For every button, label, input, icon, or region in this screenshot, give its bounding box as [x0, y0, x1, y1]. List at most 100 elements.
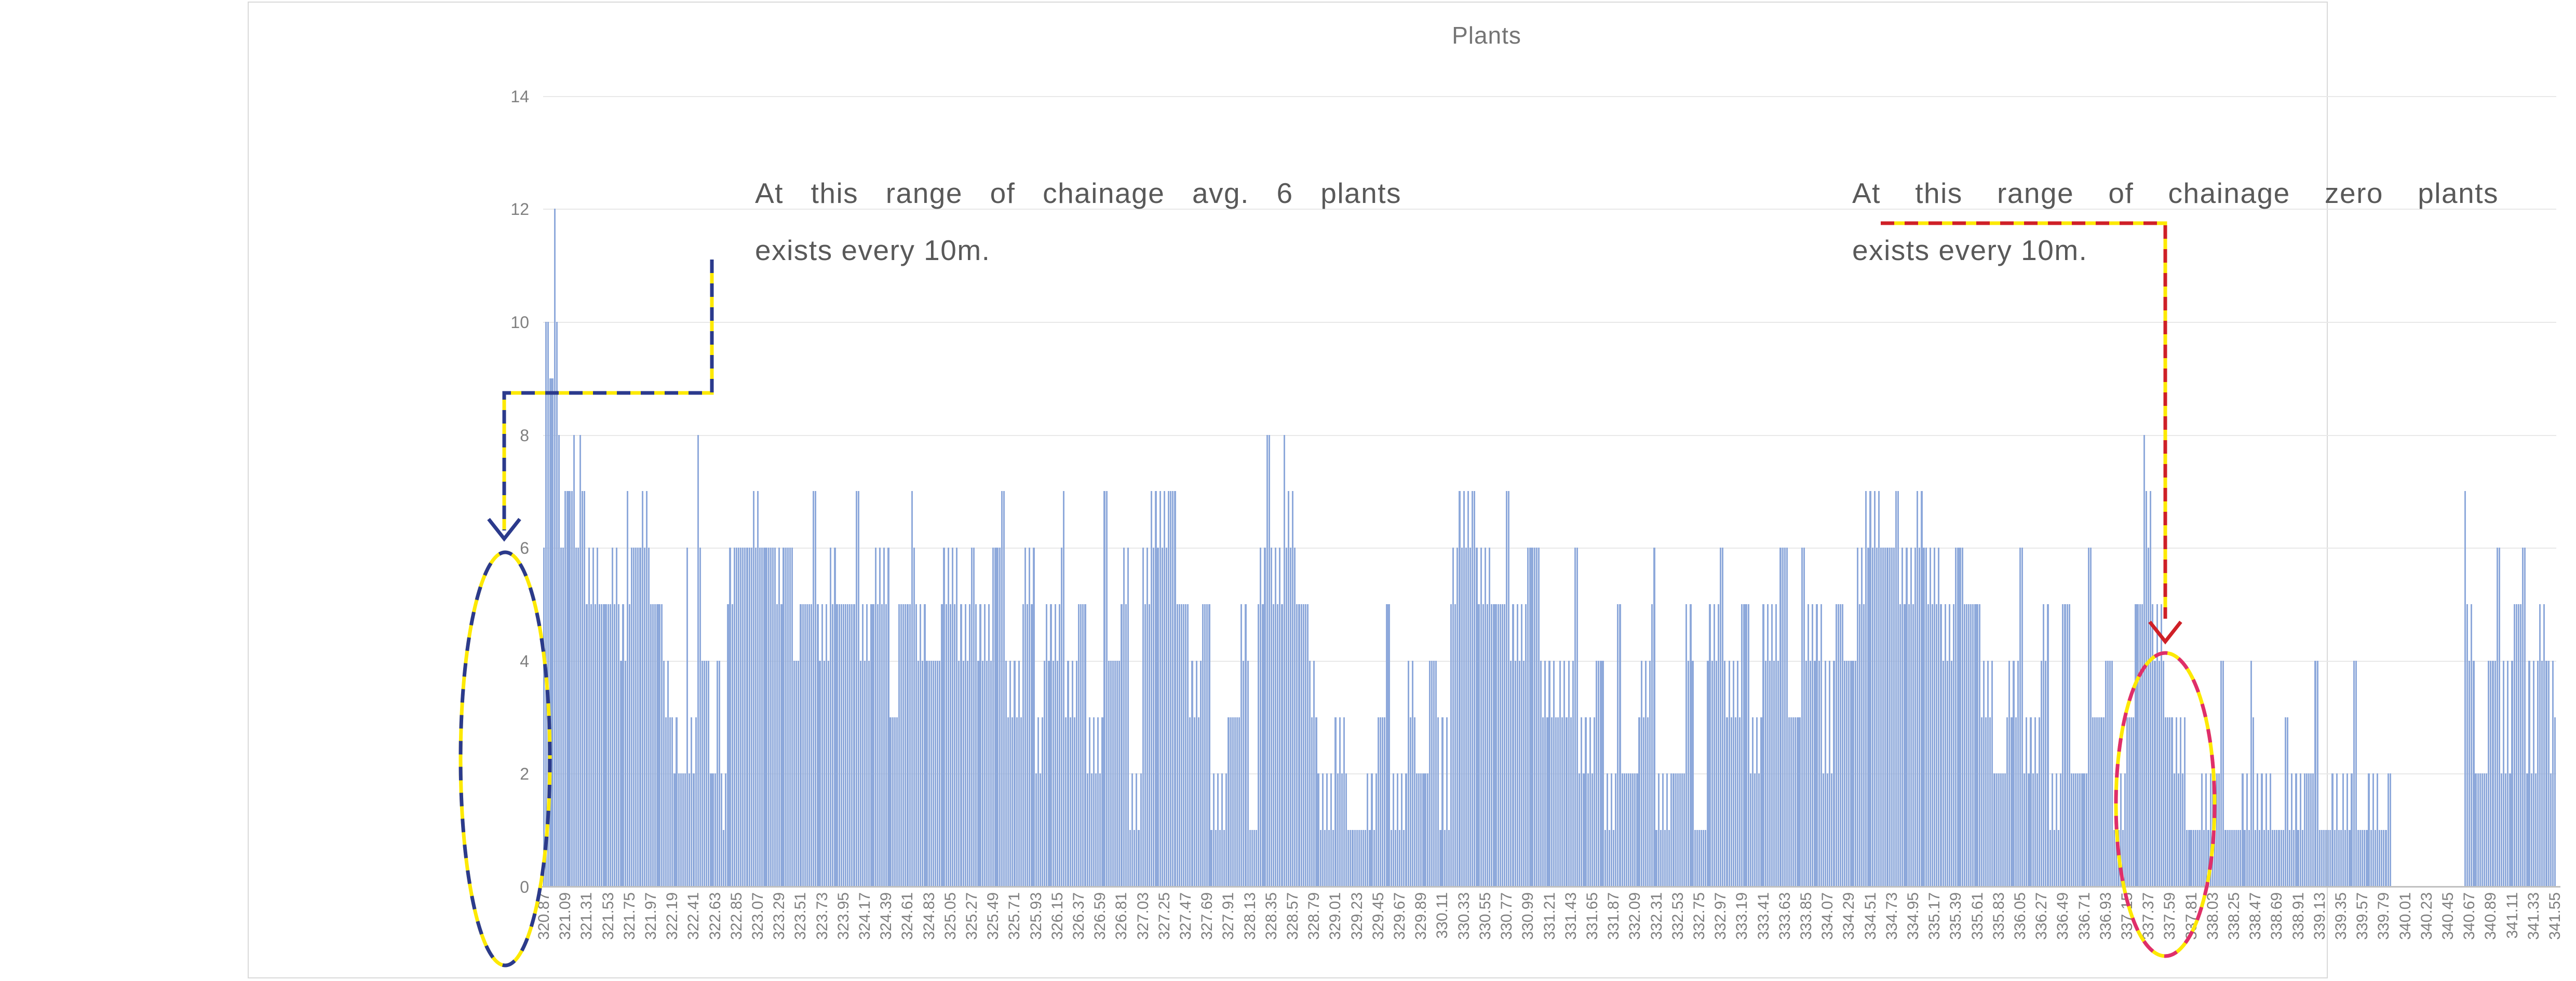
x-tick-label: 325.49 — [984, 892, 1002, 940]
bar — [1161, 548, 1163, 887]
bar — [776, 604, 778, 887]
bar — [737, 548, 740, 887]
bar — [1816, 604, 1818, 887]
bar — [1300, 604, 1302, 887]
bar — [635, 548, 637, 887]
bar — [1212, 773, 1215, 887]
bar — [2295, 773, 2297, 887]
bar — [2047, 604, 2049, 887]
bar — [2259, 830, 2261, 887]
bar — [2494, 660, 2496, 887]
bar — [1863, 604, 1865, 887]
bar — [1131, 773, 1134, 887]
bar — [947, 548, 949, 887]
bar — [545, 322, 547, 887]
bar — [2171, 717, 2173, 887]
bar — [1247, 660, 1249, 887]
bar — [1972, 604, 1974, 887]
x-tick-label: 336.05 — [2011, 892, 2029, 940]
bar — [1514, 660, 1516, 887]
bar — [620, 660, 622, 887]
bar — [2229, 830, 2231, 887]
bar — [706, 660, 708, 887]
bar — [2216, 773, 2218, 887]
bar — [1617, 604, 1619, 887]
bar — [695, 717, 697, 887]
bar — [1262, 604, 1264, 887]
bar — [1627, 773, 1630, 887]
bar — [1379, 717, 1382, 887]
bar — [1450, 604, 1452, 887]
bar — [2045, 660, 2047, 887]
bar — [823, 660, 825, 887]
bar — [1493, 604, 1495, 887]
bar — [1824, 660, 1827, 887]
bar — [1459, 491, 1461, 887]
x-tick-label: 326.15 — [1048, 892, 1066, 940]
bar — [2545, 660, 2547, 887]
bar — [836, 604, 838, 887]
bar — [582, 491, 584, 887]
bar — [1602, 660, 1604, 887]
bar — [941, 604, 943, 887]
bar — [1698, 830, 1701, 887]
bar — [590, 604, 592, 887]
bar — [1668, 830, 1670, 887]
bar — [1642, 717, 1644, 887]
bar — [1574, 548, 1576, 887]
bar — [1365, 830, 1367, 887]
bar — [2148, 548, 2150, 887]
bar — [1608, 830, 1610, 887]
bar — [2188, 830, 2190, 887]
bar — [1180, 604, 1182, 887]
bar — [1938, 548, 1940, 887]
bar — [2250, 660, 2252, 887]
bar — [2284, 717, 2286, 887]
bar — [1328, 830, 1330, 887]
bar — [1653, 548, 1655, 887]
bar — [960, 604, 962, 887]
bar — [785, 548, 787, 887]
bar — [2150, 491, 2152, 887]
bar — [2227, 830, 2229, 887]
bar — [1912, 604, 1914, 887]
bar — [1287, 491, 1289, 887]
bar — [1771, 604, 1773, 887]
bar — [1533, 548, 1535, 887]
x-tick-label: 322.63 — [706, 892, 724, 940]
bar — [2135, 604, 2137, 887]
bar — [1583, 773, 1585, 887]
bar — [697, 434, 699, 887]
bar — [1559, 660, 1561, 887]
bar — [1178, 604, 1180, 887]
bar — [1675, 773, 1677, 887]
bar — [2248, 830, 2250, 887]
bar — [2175, 717, 2177, 887]
bar — [1644, 660, 1647, 887]
bar — [1405, 773, 1407, 887]
bar — [2519, 604, 2522, 887]
bar — [607, 604, 609, 887]
bar — [618, 604, 620, 887]
bar — [1123, 548, 1125, 887]
bar — [1221, 773, 1223, 887]
bar — [765, 548, 767, 887]
bar — [930, 660, 932, 887]
bar — [1112, 660, 1114, 887]
bar — [1501, 604, 1503, 887]
bar — [2316, 660, 2318, 887]
bar — [1044, 660, 1046, 887]
bar — [1048, 660, 1050, 887]
bar — [800, 604, 802, 887]
annotation-left-text: At this range of chainage avg. 6 plants … — [755, 165, 1401, 279]
x-tick-label: 334.95 — [1904, 892, 1922, 940]
bar — [2154, 660, 2156, 887]
bar — [1681, 773, 1683, 887]
bar — [1527, 548, 1529, 887]
bar — [1041, 717, 1044, 887]
annotation-right-line1: At this range of chainage zero plants — [1852, 177, 2499, 209]
bar — [1315, 717, 1317, 887]
bar — [637, 548, 639, 887]
bar — [1537, 548, 1540, 887]
bar — [720, 773, 723, 887]
